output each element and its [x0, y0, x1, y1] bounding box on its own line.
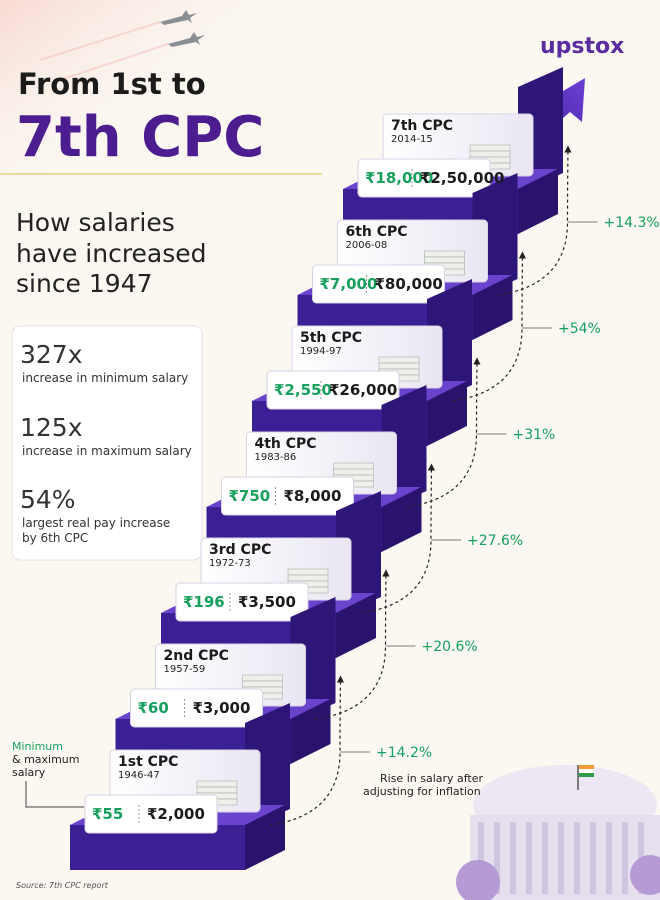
max-salary: ₹3,500 — [238, 593, 296, 611]
step-name: 7th CPC — [391, 118, 453, 134]
step-years: 2006-08 — [346, 240, 388, 251]
source: Source: 7th CPC report — [16, 881, 109, 890]
stair-side — [381, 487, 422, 552]
stat-value: 54% — [20, 485, 76, 514]
stairs — [70, 67, 598, 870]
salary-pill — [221, 476, 354, 516]
max-salary: ₹2,000 — [147, 805, 205, 823]
money-stack — [287, 568, 329, 576]
stat-label: largest real pay increase — [22, 516, 170, 530]
salary-pill — [84, 794, 218, 834]
subtitle-line: How salaries — [16, 208, 175, 237]
stair-side — [518, 169, 558, 234]
increase-arrow — [269, 675, 345, 826]
money-stack — [242, 680, 283, 688]
max-salary: ₹26,000 — [329, 381, 397, 399]
brand: upstox — [540, 34, 624, 59]
money-stack — [196, 780, 238, 788]
step-name: 6th CPC — [346, 224, 408, 240]
min-salary: ₹196 — [183, 593, 225, 611]
title-line: From 1st to — [18, 67, 206, 101]
max-salary: ₹80,000 — [375, 275, 443, 293]
note: Rise in salary after — [380, 772, 484, 785]
min-salary: ₹55 — [92, 805, 123, 823]
min-salary: ₹18,000 — [365, 169, 433, 187]
stat-value: 125x — [20, 413, 83, 442]
step-years: 1983-86 — [255, 452, 297, 463]
increase-arrow — [360, 463, 436, 614]
stat-value: 327x — [20, 340, 83, 369]
max-salary: ₹8,000 — [284, 487, 342, 505]
salary-pill — [312, 264, 445, 304]
parliament — [456, 765, 660, 900]
money-stack — [469, 144, 511, 152]
increase-label: +54% — [558, 321, 601, 337]
subtitle-line: have increased — [16, 239, 207, 268]
growth-arrow — [505, 78, 585, 155]
subtitle-line: since 1947 — [16, 269, 153, 298]
increase-arrow — [315, 569, 390, 720]
money-stack — [424, 250, 465, 258]
stair-side — [427, 381, 467, 446]
step-name: 1st CPC — [118, 754, 178, 770]
step-name: 3rd CPC — [209, 542, 271, 558]
step-name: 2nd CPC — [164, 648, 229, 664]
max-salary: ₹2,50,000 — [420, 169, 504, 187]
increase-label: +20.6% — [422, 639, 478, 655]
min-salary: ₹750 — [229, 487, 271, 505]
stair-side — [290, 699, 331, 764]
money-stack — [333, 462, 374, 470]
increase-arrow — [451, 251, 527, 402]
stat-label: increase in minimum salary — [22, 371, 188, 385]
step-years: 1994-97 — [300, 346, 342, 357]
money-stack — [378, 356, 420, 364]
increase-arrow — [406, 357, 481, 508]
money-stack — [242, 674, 283, 682]
stair-side — [245, 805, 285, 870]
increase-label: +27.6% — [467, 533, 523, 549]
step-years: 1946-47 — [118, 770, 160, 781]
increase-arrow — [497, 145, 572, 296]
step-name: 5th CPC — [300, 330, 362, 346]
step-years: 1957-59 — [164, 664, 206, 675]
step-years: 1972-73 — [209, 558, 251, 569]
money-stack — [287, 574, 329, 582]
legend-text: salary — [12, 766, 46, 779]
money-stack — [469, 150, 511, 158]
min-salary: ₹2,550 — [274, 381, 332, 399]
money-stack — [378, 362, 420, 370]
stat-label: increase in maximum salary — [22, 444, 192, 458]
stair-side — [472, 275, 513, 340]
stat-label: by 6th CPC — [22, 531, 88, 545]
min-salary: ₹60 — [138, 699, 169, 717]
jets — [39, 10, 205, 81]
title-main: 7th CPC — [16, 105, 264, 170]
salary-pill — [130, 688, 263, 728]
money-stack — [196, 786, 238, 794]
salary-pill — [357, 158, 491, 198]
max-salary: ₹3,000 — [193, 699, 251, 717]
money-stack — [424, 256, 465, 264]
stair-side — [336, 593, 376, 658]
step-name: 4th CPC — [255, 436, 317, 452]
min-salary: ₹7,000 — [320, 275, 378, 293]
step-years: 2014-15 — [391, 134, 433, 145]
stats-card — [11, 325, 203, 561]
salary-pill — [175, 582, 309, 622]
legend-text: & maximum — [12, 753, 80, 766]
money-stack — [333, 468, 374, 476]
legend-pointer — [25, 781, 84, 808]
legend-text: Minimum — [12, 740, 63, 753]
increase-label: +14.3% — [604, 215, 660, 231]
note: adjusting for inflation — [363, 785, 481, 798]
salary-pill — [266, 370, 400, 410]
increase-label: +31% — [513, 427, 556, 443]
increase-label: +14.2% — [376, 745, 432, 761]
